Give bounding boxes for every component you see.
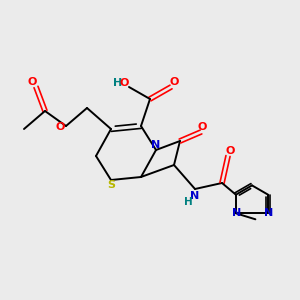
Text: N: N [264,208,273,218]
Text: H: H [113,78,122,88]
Text: N: N [152,140,160,150]
Text: O: O [56,122,65,132]
Text: H: H [184,196,193,207]
Text: S: S [107,180,115,190]
Text: N: N [190,190,200,201]
Text: O: O [28,77,37,87]
Text: O: O [226,146,235,156]
Text: O: O [120,78,129,88]
Text: N: N [232,208,241,218]
Text: O: O [198,122,207,132]
Text: O: O [169,77,179,87]
